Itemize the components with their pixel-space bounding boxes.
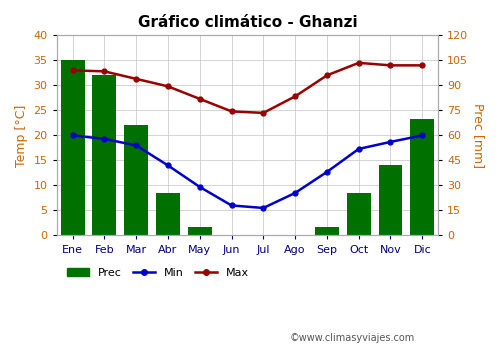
Bar	[410, 119, 434, 236]
Bar	[315, 227, 339, 236]
Bar	[156, 193, 180, 236]
Y-axis label: Prec [mm]: Prec [mm]	[472, 103, 485, 168]
Y-axis label: Temp [°C]: Temp [°C]	[15, 104, 28, 167]
Bar	[124, 125, 148, 236]
Legend: Prec, Min, Max: Prec, Min, Max	[62, 263, 254, 282]
Bar	[347, 193, 370, 236]
Bar	[60, 60, 84, 236]
Bar	[188, 227, 212, 236]
Text: ©www.climasyviajes.com: ©www.climasyviajes.com	[290, 333, 415, 343]
Bar	[92, 75, 116, 236]
Title: Gráfico climático - Ghanzi: Gráfico climático - Ghanzi	[138, 15, 358, 30]
Bar	[378, 166, 402, 236]
